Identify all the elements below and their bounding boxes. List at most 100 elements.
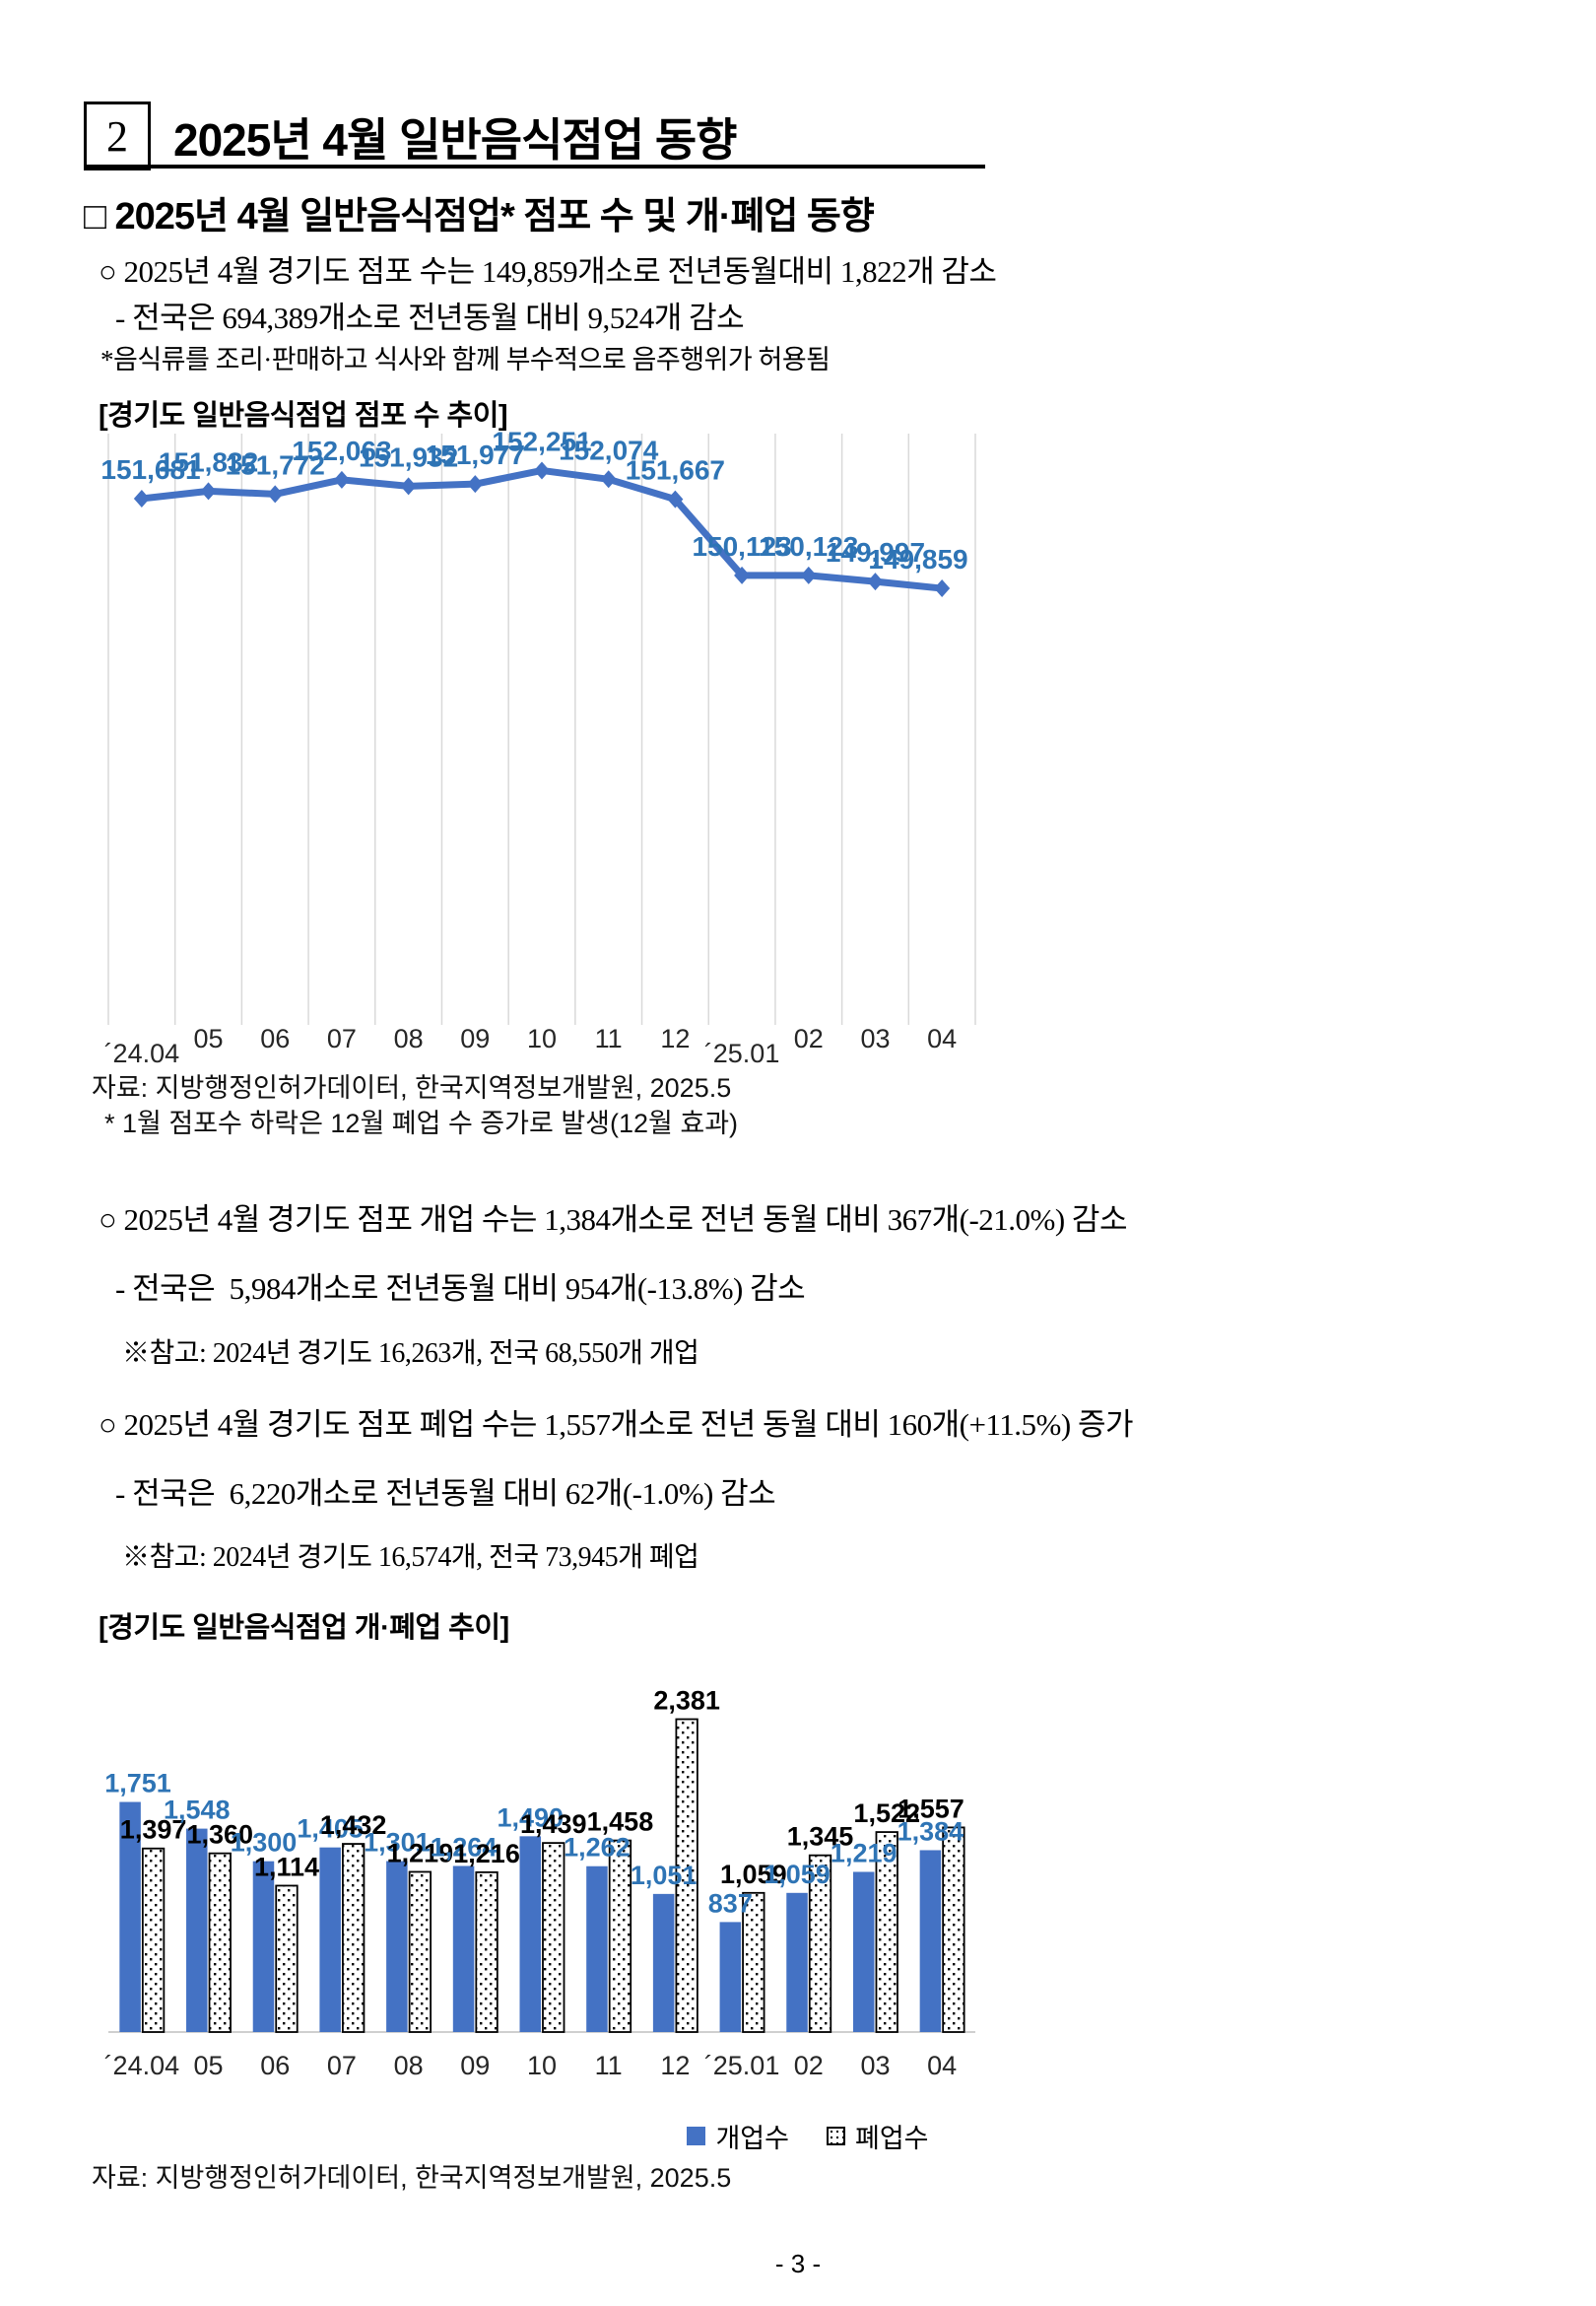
x-axis-label: 08	[394, 1024, 424, 1053]
open-count-label: 1,059	[764, 1860, 831, 1889]
point-value-label: 152,251	[492, 432, 591, 456]
data-point-marker	[734, 566, 751, 584]
x-axis-label: 05	[194, 2051, 224, 2080]
data-point-marker	[267, 485, 284, 504]
x-axis-label: 09	[460, 1024, 490, 1053]
point-value-label: 152,074	[559, 435, 659, 465]
close-count-subline: - 전국은 6,220개소로 전년동월 대비 62개(-1.0%) 감소	[115, 1476, 776, 1511]
x-axis-label: ´25.01	[704, 1039, 780, 1068]
open-count-bar	[719, 1922, 742, 2032]
x-axis-label: 04	[927, 2051, 957, 2080]
close-series-swatch	[827, 2127, 845, 2145]
close-count-label: 1,219	[387, 1838, 454, 1867]
store-count-line1: ○ 2025년 4월 경기도 점포 수는 149,859개소로 전년동월대비 1…	[99, 254, 997, 289]
page-number: - 3 -	[774, 2249, 822, 2278]
close-count-label: 1,114	[254, 1852, 319, 1881]
point-value-label: 151,667	[626, 455, 725, 486]
close-count-label: 1,432	[320, 1810, 387, 1840]
close-count-label: 1,059	[720, 1860, 787, 1889]
open-count-bar	[119, 1801, 141, 2032]
x-axis-label: 12	[660, 2051, 690, 2080]
close-count-bar	[742, 1891, 765, 2033]
open-count-bar	[452, 1865, 475, 2032]
open-count-bar	[252, 1861, 275, 2032]
open-count-bar	[786, 1892, 808, 2032]
close-count-line: ○ 2025년 4월 경기도 점포 폐업 수는 1,557개소로 전년 동월 대…	[99, 1407, 1133, 1442]
close-count-bar	[208, 1852, 232, 2033]
data-point-marker	[333, 470, 350, 489]
open-count-bar	[586, 1865, 608, 2032]
close-count-label: 1,360	[186, 1820, 253, 1850]
open-count-bar	[186, 1828, 208, 2032]
point-value-label: 151,977	[426, 440, 525, 470]
open-count-bar	[919, 1850, 942, 2032]
close-count-label: 1,439	[520, 1809, 587, 1839]
line-chart-note: * 1월 점포수 하락은 12월 폐업 수 증가로 발생(12월 효과)	[104, 1109, 739, 1138]
line-chart-source: 자료: 지방행정인허가데이터, 한국지역정보개발원, 2025.5	[92, 1073, 732, 1103]
line-chart-title: [경기도 일반음식점업 점포 수 추이]	[99, 400, 508, 432]
x-axis-label: 08	[394, 2051, 424, 2080]
close-count-label: 1,345	[787, 1822, 854, 1852]
open-count-label: 1,548	[164, 1796, 231, 1825]
open-count-bar	[386, 1861, 408, 2032]
data-point-marker	[200, 482, 217, 501]
close-count-bar	[875, 1831, 898, 2033]
point-value-label: 151,772	[226, 449, 325, 480]
open-series-swatch	[687, 2127, 706, 2145]
close-count-bar	[542, 1842, 565, 2033]
close-count-bar	[675, 1718, 698, 2033]
point-value-label: 151,681	[100, 454, 200, 485]
x-axis-label: 06	[260, 2051, 290, 2080]
x-axis-label: ´24.04	[104, 2051, 180, 2080]
open-count-bar	[519, 1836, 541, 2032]
close-count-bar	[141, 1847, 166, 2033]
close-series-label: 폐업수	[855, 2124, 929, 2153]
close-count-reference: ※참고: 2024년 경기도 16,574개, 전국 73,945개 폐업	[122, 1542, 699, 1573]
x-axis-label: 04	[927, 1024, 957, 1053]
open-count-label: 1,751	[104, 1769, 171, 1798]
data-point-marker	[534, 461, 550, 480]
close-count-label: 1,458	[587, 1807, 654, 1837]
close-count-label: 2,381	[653, 1686, 720, 1716]
page-title: 2025년 4월 일반음식점업 동향	[173, 114, 737, 166]
close-count-bar	[808, 1854, 832, 2033]
close-count-bar	[275, 1884, 299, 2033]
open-count-bar	[652, 1893, 675, 2032]
open-count-reference: ※참고: 2024년 경기도 16,263개, 전국 68,550개 개업	[122, 1338, 699, 1369]
x-axis-label: ´25.01	[704, 2051, 780, 2080]
data-point-marker	[467, 475, 484, 494]
line-chart-svg: 151,681151,832151,772152,063151,932151,9…	[100, 426, 976, 1068]
x-axis-label: 11	[595, 2051, 623, 2080]
point-value-label: 151,832	[159, 446, 258, 477]
x-axis-label: 11	[595, 1024, 623, 1053]
open-count-label: 1,384	[898, 1816, 964, 1846]
x-axis-label: 10	[527, 2051, 557, 2080]
x-axis-label: 02	[794, 2051, 824, 2080]
data-point-marker	[867, 573, 884, 591]
store-count-line2: - 전국은 694,389개소로 전년동월 대비 9,524개 감소	[115, 301, 745, 335]
x-axis-label: 06	[260, 1024, 290, 1053]
x-axis-label: 07	[327, 2051, 357, 2080]
close-count-bar	[342, 1843, 366, 2033]
open-count-label: 1,262	[564, 1833, 631, 1863]
store-count-series-line	[138, 466, 946, 592]
x-axis-label: 02	[794, 1024, 824, 1053]
point-value-label: 149,997	[826, 537, 925, 568]
data-point-marker	[400, 477, 417, 496]
open-count-label: 1,490	[497, 1802, 564, 1832]
x-axis-label: 03	[860, 2051, 890, 2080]
bar-chart-legend: 개업수 폐업수	[537, 2117, 1079, 2155]
data-point-marker	[800, 566, 817, 584]
open-count-label: 1,300	[231, 1828, 298, 1858]
open-count-bar	[319, 1847, 341, 2032]
close-count-label: 1,397	[120, 1815, 187, 1845]
close-count-label: 1,522	[853, 1798, 920, 1828]
store-count-footnote: *음식류를 조리·판매하고 식사와 함께 부수적으로 음주행위가 허용됨	[100, 345, 831, 374]
open-count-bar	[852, 1871, 875, 2032]
bar-chart-source: 자료: 지방행정인허가데이터, 한국지역정보개발원, 2025.5	[92, 2163, 732, 2193]
x-axis-label: 07	[327, 1024, 357, 1053]
open-count-label: 1,301	[364, 1828, 431, 1858]
close-count-bar	[942, 1826, 965, 2033]
open-close-bar-chart: 1,751 1,397 ´24.04 1,548 1,360 05 1,300 1,114 06…	[94, 1636, 980, 2094]
